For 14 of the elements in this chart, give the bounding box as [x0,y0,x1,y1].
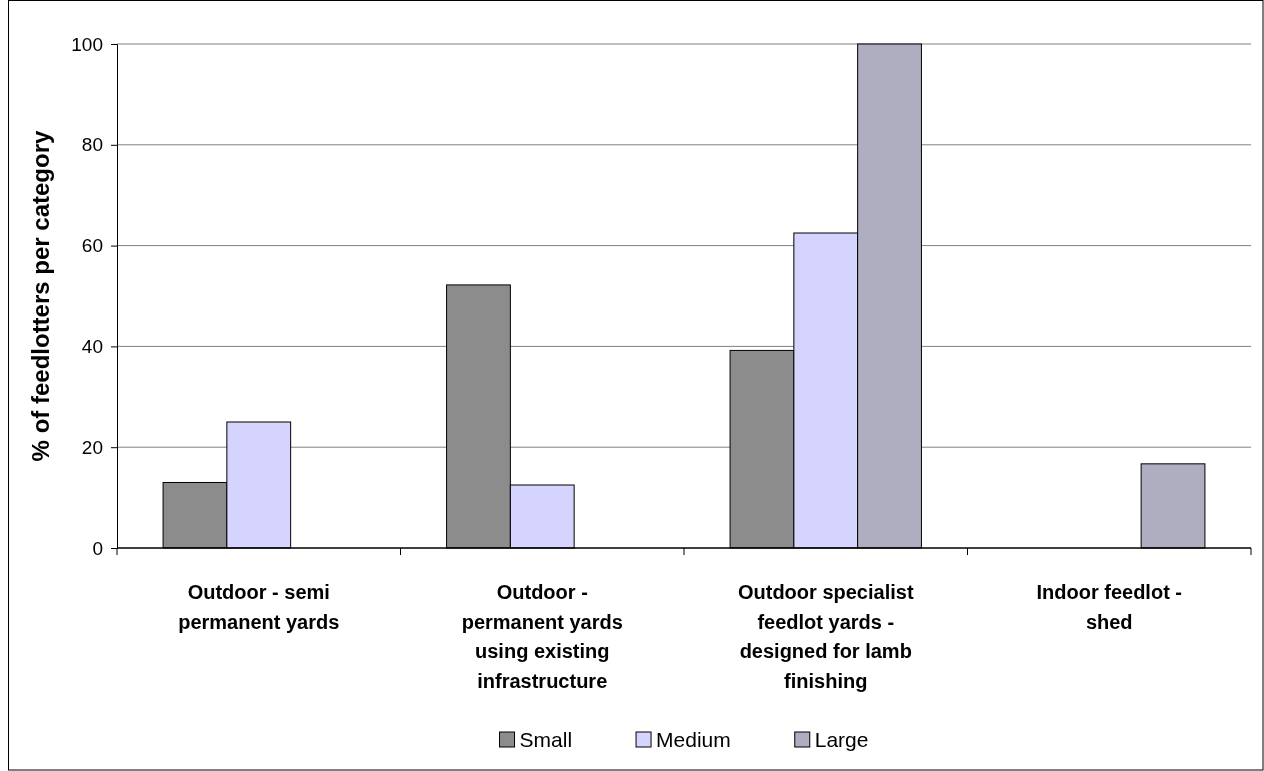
y-tick-label: 40 [81,335,103,357]
x-tick-label: Outdoor specialist feedlot yards - designed for lamb finishing [737,581,914,692]
y-tick-label: 20 [81,436,103,458]
y-tick-label: 80 [81,134,103,156]
legend-label: Small [519,728,573,751]
y-tick-label: 0 [92,537,103,559]
x-tick-label: Outdoor - semi permanent yards [178,581,340,633]
y-axis-title: % of feedlotters per category [27,129,54,462]
legend-label: Medium [656,728,731,751]
x-tick-label: Indoor feedlot - shed [1036,581,1183,633]
legend-label: Large [814,728,869,751]
y-tick-label: 60 [81,235,103,257]
x-tick-label: Outdoor - permanent yards using existing infrastructure [461,581,623,692]
y-tick-label: 100 [71,33,103,55]
